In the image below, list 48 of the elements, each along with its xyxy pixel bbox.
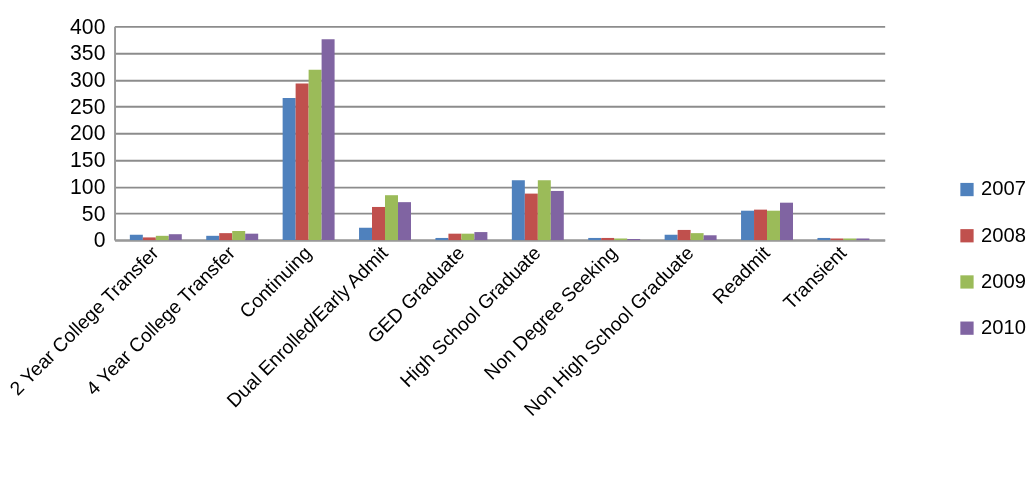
bar bbox=[398, 202, 411, 241]
bar bbox=[168, 234, 182, 241]
bar bbox=[219, 233, 233, 241]
bar bbox=[511, 180, 525, 241]
bar bbox=[435, 237, 449, 241]
bar bbox=[537, 180, 551, 241]
bar bbox=[474, 232, 488, 241]
bar bbox=[448, 233, 462, 241]
bar bbox=[767, 210, 781, 241]
bar bbox=[308, 69, 322, 241]
y-tick-label: 400 bbox=[70, 14, 106, 38]
bar bbox=[232, 231, 246, 241]
bar bbox=[690, 233, 704, 241]
y-tick-label: 250 bbox=[70, 94, 106, 118]
y-tick-label: 100 bbox=[70, 174, 106, 198]
legend-label: 2008 bbox=[980, 223, 1026, 246]
bar bbox=[295, 83, 309, 241]
bar bbox=[359, 227, 373, 241]
bar bbox=[321, 39, 335, 241]
bar bbox=[142, 237, 156, 241]
bar bbox=[817, 237, 831, 241]
bar bbox=[601, 237, 615, 241]
bar bbox=[524, 193, 538, 241]
legend-label: 2010 bbox=[980, 315, 1026, 338]
bar bbox=[780, 202, 793, 241]
y-tick-label: 200 bbox=[70, 121, 106, 145]
bar bbox=[245, 233, 259, 241]
bar bbox=[664, 234, 678, 241]
y-tick-label: 150 bbox=[70, 148, 106, 172]
bar bbox=[677, 229, 691, 241]
y-tick-label: 50 bbox=[81, 201, 106, 225]
legend-label: 2007 bbox=[980, 177, 1026, 200]
bar bbox=[372, 206, 386, 241]
y-tick-label: 0 bbox=[93, 228, 106, 252]
bar bbox=[703, 235, 717, 241]
bar bbox=[206, 235, 220, 241]
bar bbox=[754, 209, 768, 241]
y-tick-label: 350 bbox=[70, 41, 106, 65]
bar bbox=[155, 235, 169, 241]
y-tick-label: 300 bbox=[70, 68, 106, 92]
bar bbox=[385, 195, 398, 241]
bar bbox=[588, 237, 602, 241]
bar bbox=[461, 233, 475, 241]
bar bbox=[129, 234, 143, 241]
bar bbox=[741, 210, 755, 241]
bar bbox=[282, 97, 296, 241]
legend-label: 2009 bbox=[980, 269, 1026, 292]
bar bbox=[550, 190, 564, 241]
